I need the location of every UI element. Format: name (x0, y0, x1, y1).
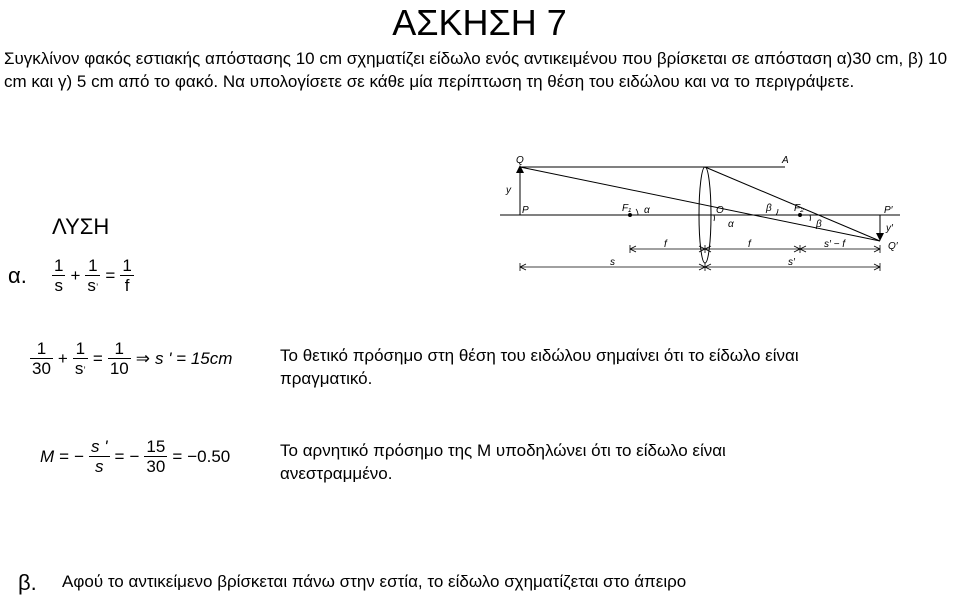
svg-text:s: s (610, 257, 615, 268)
magnification-equation: M = − s 's = − 1530 = −0.50 (40, 438, 230, 475)
problem-statement: Συγκλίνον φακός εστιακής απόστασης 10 cm… (0, 44, 959, 94)
svg-text:s′: s′ (788, 257, 796, 268)
svg-text:Q′: Q′ (888, 241, 899, 252)
svg-text:Q: Q (516, 155, 524, 166)
explanation-at-infinity: Αφού το αντικείμενο βρίσκεται πάνω στην … (62, 572, 686, 592)
svg-text:s′ − f: s′ − f (824, 239, 846, 250)
svg-text:β: β (815, 219, 822, 230)
explanation-inverted-image: Το αρνητικό πρόσημο της Μ υποδηλώνει ότι… (280, 440, 840, 486)
part-alpha-label: α. (8, 263, 27, 289)
svg-text:y: y (505, 185, 512, 196)
svg-text:P′: P′ (884, 205, 894, 216)
svg-text:α: α (644, 205, 650, 216)
svg-text:β: β (765, 203, 772, 214)
svg-text:A: A (781, 155, 789, 166)
lens-equation-case-a: 130 + 1s, = 110 ⇒ s ' = 15cm (30, 340, 232, 377)
svg-text:F₂: F₂ (794, 203, 804, 214)
explanation-real-image: Το θετικό πρόσημο στη θέση του ειδώλου σ… (280, 345, 840, 391)
exercise-title: ΑΣΚΗΣΗ 7 (0, 0, 959, 44)
svg-text:f: f (748, 239, 752, 250)
solution-heading: ΛΥΣΗ (52, 214, 109, 240)
ray-diagram: Q A y P F₁ α O β α F₂ β P′ y′ Q′ f f s′ … (480, 155, 910, 295)
svg-text:F₁: F₁ (622, 203, 631, 214)
part-beta-label: β. (18, 570, 37, 596)
svg-text:P: P (522, 205, 529, 216)
svg-text:f: f (664, 239, 668, 250)
svg-text:O: O (716, 205, 724, 216)
svg-text:y′: y′ (885, 223, 894, 234)
lens-equation-generic: 1s + 1s, = 1f (52, 257, 134, 294)
svg-text:α: α (728, 219, 734, 230)
